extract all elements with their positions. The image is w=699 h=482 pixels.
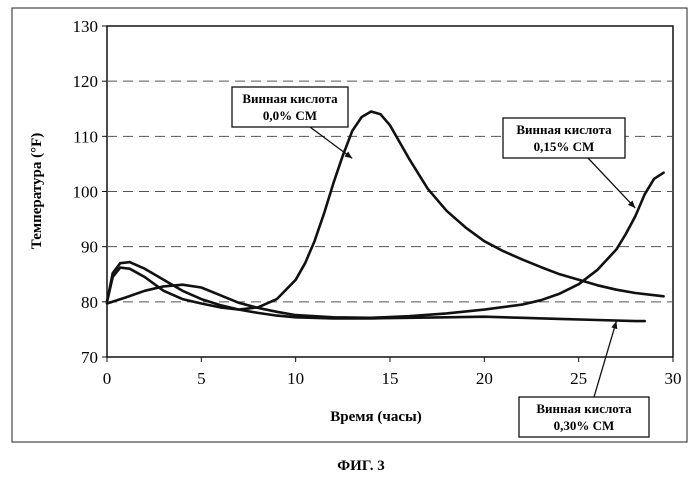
callouts: Винная кислота 0,0% СМ Винная кислота 0,15%… [231,86,650,438]
callout-2: Винная кислота 0,30% СМ [518,320,650,438]
callout-arrowhead [611,321,618,330]
callout-line2: 0,15% СМ [534,139,595,154]
chart-frame [11,7,688,443]
callout-arrowhead [344,151,353,159]
y-tick-label: 70 [81,348,98,367]
y-tick-labels: 70 80 90 100 110 120 130 [73,17,107,367]
y-tick-label: 120 [73,72,99,91]
callout-line1: Винная кислота [516,122,612,137]
callout-box [231,86,349,128]
x-tick-label: 15 [382,369,399,388]
series-lines [105,110,665,323]
y-tick-label: 90 [81,238,98,257]
figure-caption: ФИГ. 3 [337,458,384,474]
callout-box [502,117,626,159]
y-tick-label: 130 [73,17,99,36]
x-tick-label: 25 [570,369,587,388]
x-tick-label: 0 [103,369,112,388]
callout-1: Винная кислота 0,15% СМ [502,117,636,209]
y-tick-label: 110 [73,127,98,146]
callout-box [518,396,650,438]
series-line-1 [105,171,665,320]
x-tick-label: 30 [665,369,682,388]
callout-line1: Винная кислота [536,401,632,416]
callout-0: Винная кислота 0,0% СМ [231,86,353,159]
x-tick-labels: 0 5 10 15 20 25 30 [103,357,682,388]
callout-line2: 0,0% СМ [263,108,317,123]
x-tick-label: 10 [287,369,304,388]
gridlines [107,80,673,303]
y-tick-label: 100 [73,183,99,202]
series-line-2 [105,260,647,323]
callout-arrow [593,320,618,398]
callout-arrow [309,126,353,159]
series-line-0 [105,110,665,311]
x-tick-label: 20 [476,369,493,388]
callout-arrowhead [627,200,636,209]
callout-arrow [587,157,636,209]
callout-line1: Винная кислота [242,91,338,106]
y-tick-label: 80 [81,293,98,312]
x-tick-label: 5 [197,369,206,388]
y-axis-title: Температура (°F) [29,133,45,249]
x-axis-title: Время (часы) [330,409,421,425]
callout-line2: 0,30% СМ [554,418,615,433]
